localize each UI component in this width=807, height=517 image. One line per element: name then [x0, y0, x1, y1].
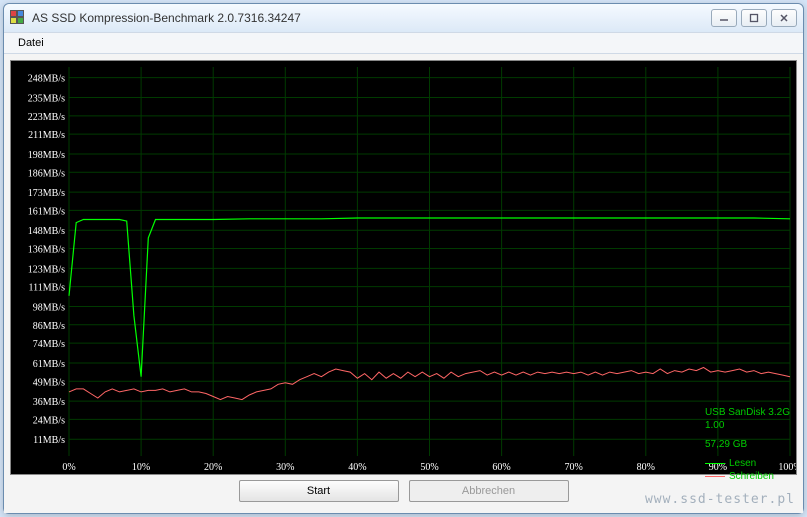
device-line2: 1.00	[705, 419, 790, 432]
legend-schreiben-label: Schreiben	[729, 470, 774, 483]
svg-text:40%: 40%	[348, 462, 366, 473]
svg-text:86MB/s: 86MB/s	[33, 321, 65, 332]
svg-text:80%: 80%	[637, 462, 655, 473]
titlebar[interactable]: AS SSD Kompression-Benchmark 2.0.7316.34…	[4, 4, 803, 32]
menubar: Datei	[4, 32, 803, 54]
menu-datei[interactable]: Datei	[10, 35, 52, 51]
device-line1: USB SanDisk 3.2G	[705, 406, 790, 419]
window-controls	[711, 9, 797, 27]
chart-canvas: 11MB/s 24MB/s 36MB/s 49MB/s 61MB/s 74MB/s 86MB…	[11, 61, 796, 474]
svg-text:0%: 0%	[62, 462, 75, 473]
abort-button: Abbrechen	[409, 480, 569, 502]
benchmark-chart: 11MB/s 24MB/s 36MB/s 49MB/s 61MB/s 74MB/s 86MB…	[10, 60, 797, 475]
window-title: AS SSD Kompression-Benchmark 2.0.7316.34…	[32, 11, 711, 25]
svg-text:136MB/s: 136MB/s	[28, 245, 65, 256]
svg-text:36MB/s: 36MB/s	[33, 397, 65, 408]
svg-text:30%: 30%	[276, 462, 294, 473]
svg-text:74MB/s: 74MB/s	[33, 339, 65, 350]
svg-text:173MB/s: 173MB/s	[28, 188, 65, 199]
svg-text:50%: 50%	[420, 462, 438, 473]
svg-text:148MB/s: 148MB/s	[28, 226, 65, 237]
svg-text:20%: 20%	[204, 462, 222, 473]
svg-text:186MB/s: 186MB/s	[28, 168, 65, 179]
svg-text:98MB/s: 98MB/s	[33, 303, 65, 314]
minimize-button[interactable]	[711, 9, 737, 27]
svg-text:111MB/s: 111MB/s	[29, 283, 66, 294]
svg-text:70%: 70%	[565, 462, 583, 473]
svg-text:123MB/s: 123MB/s	[28, 264, 65, 275]
legend-schreiben: Schreiben	[705, 470, 790, 483]
svg-text:248MB/s: 248MB/s	[28, 74, 65, 85]
content-area: 11MB/s 24MB/s 36MB/s 49MB/s 61MB/s 74MB/s 86MB…	[4, 54, 803, 513]
svg-text:11MB/s: 11MB/s	[33, 435, 65, 446]
close-button[interactable]	[771, 9, 797, 27]
svg-text:60%: 60%	[492, 462, 510, 473]
svg-text:211MB/s: 211MB/s	[28, 130, 65, 141]
svg-text:223MB/s: 223MB/s	[28, 112, 65, 123]
start-button[interactable]: Start	[239, 480, 399, 502]
chart-legend: USB SanDisk 3.2G 1.00 57,29 GB Lesen Sch…	[705, 406, 790, 483]
svg-text:10%: 10%	[132, 462, 150, 473]
legend-lesen: Lesen	[705, 457, 790, 470]
watermark: www.ssd-tester.pl	[645, 492, 795, 507]
app-icon	[10, 10, 26, 26]
app-window: AS SSD Kompression-Benchmark 2.0.7316.34…	[3, 3, 804, 514]
svg-text:235MB/s: 235MB/s	[28, 94, 65, 105]
svg-text:49MB/s: 49MB/s	[33, 377, 65, 388]
device-line3: 57,29 GB	[705, 438, 790, 451]
svg-text:198MB/s: 198MB/s	[28, 150, 65, 161]
maximize-button[interactable]	[741, 9, 767, 27]
svg-text:161MB/s: 161MB/s	[28, 206, 65, 217]
svg-text:24MB/s: 24MB/s	[33, 415, 65, 426]
svg-text:61MB/s: 61MB/s	[33, 359, 65, 370]
legend-lesen-label: Lesen	[729, 457, 756, 470]
